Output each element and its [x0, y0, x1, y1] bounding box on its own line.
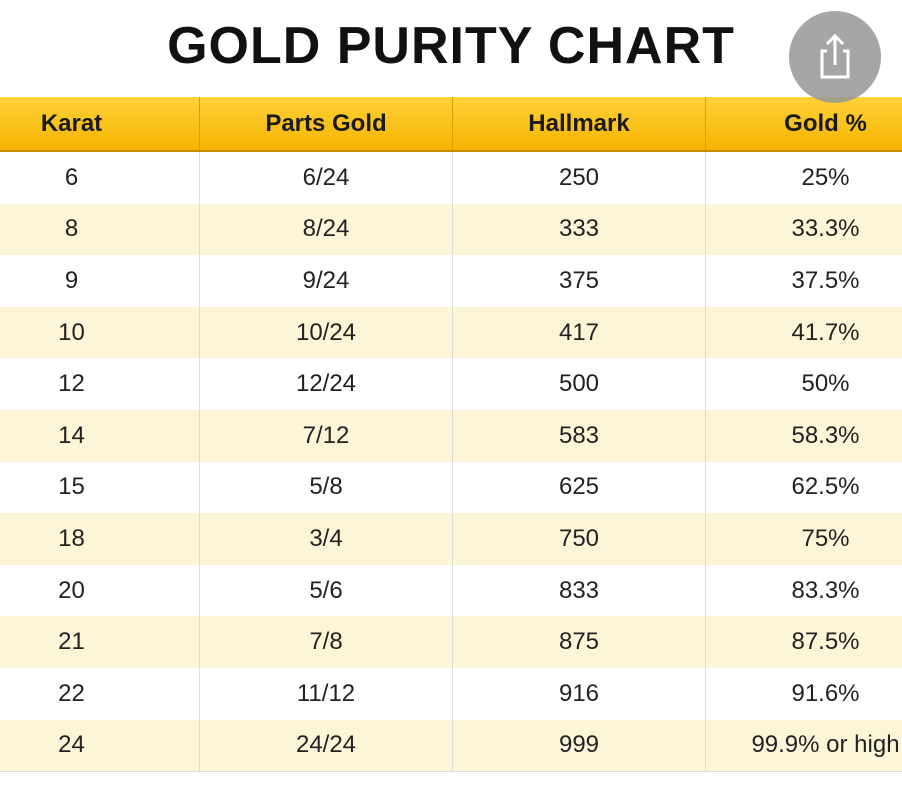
table-cell: 875: [453, 616, 706, 668]
header-row: Karat Parts Gold Hallmark Gold %: [0, 97, 902, 152]
table-cell: 18: [0, 513, 200, 565]
table-cell: 21: [0, 616, 200, 668]
table-row: 21 7/8 875 87.5%: [0, 616, 902, 669]
table-cell: 50%: [706, 358, 902, 410]
header-cell: Hallmark: [453, 97, 706, 150]
table-cell: 41.7%: [706, 307, 902, 359]
table-cell: 14: [0, 410, 200, 462]
table-cell: 750: [453, 513, 706, 565]
table-cell: 625: [453, 461, 706, 514]
table-cell: 7/12: [200, 410, 453, 462]
table-cell: 12/24: [200, 358, 453, 410]
table-cell: 5/6: [200, 564, 453, 617]
table-cell: 333: [453, 203, 706, 256]
table-cell: 999: [453, 719, 706, 772]
table-cell: 833: [453, 564, 706, 617]
table-cell: 8/24: [200, 203, 453, 256]
table-cell: 24: [0, 719, 200, 772]
table-cell: 6/24: [200, 152, 453, 204]
table-row: 15 5/8 625 62.5%: [0, 461, 902, 515]
table-row: 12 12/24 500 50%: [0, 358, 902, 411]
table-cell: 15: [0, 461, 200, 514]
share-icon: [820, 33, 850, 79]
table-row: 22 11/12 916 91.6%: [0, 668, 902, 721]
table-cell: 58.3%: [706, 410, 902, 462]
table-cell: 87.5%: [706, 616, 902, 668]
purity-table: Karat Parts Gold Hallmark Gold % 6 6/24 250 25%…: [0, 97, 902, 777]
table-row: 8 8/24 333 33.3%: [0, 203, 902, 257]
table-cell: 9: [0, 255, 200, 307]
table-cell: 500: [453, 358, 706, 410]
table-cell: 6: [0, 152, 200, 204]
table-cell: 99.9% or high: [706, 720, 902, 772]
table-row: 6 6/24 250 25%: [0, 152, 902, 205]
table-cell: 375: [453, 255, 706, 307]
table-cell: 8: [0, 203, 200, 256]
table-cell: 37.5%: [706, 255, 902, 307]
table-cell: 5/8: [200, 461, 453, 514]
table-cell: 75%: [706, 513, 902, 565]
table-cell: 22: [0, 668, 200, 720]
table-row: 10 10/24 417 41.7%: [0, 306, 902, 360]
table-cell: 12: [0, 358, 200, 410]
table-cell: 33.3%: [706, 204, 902, 256]
table-cell: 7/8: [200, 616, 453, 668]
table-cell: 3/4: [200, 513, 453, 565]
table-row: 14 7/12 583 58.3%: [0, 410, 902, 463]
table-cell: 83.3%: [706, 565, 902, 617]
table-cell: 250: [453, 152, 706, 204]
share-button[interactable]: [789, 11, 881, 103]
table-row: 18 3/4 750 75%: [0, 513, 902, 566]
table-cell: 417: [453, 306, 706, 359]
table-cell: 9/24: [200, 255, 453, 307]
table-cell: 24/24: [200, 719, 453, 772]
header-cell: Parts Gold: [200, 97, 453, 150]
table-row: 20 5/6 833 83.3%: [0, 564, 902, 618]
header-cell: Gold %: [706, 97, 902, 150]
table-cell: 10: [0, 306, 200, 359]
title: GOLD PURITY CHART: [167, 17, 735, 75]
table-cell: 91.6%: [706, 668, 902, 720]
table-cell: 583: [453, 410, 706, 462]
header-cell: Karat: [0, 97, 200, 150]
table-cell: 916: [453, 668, 706, 720]
table-cell: 25%: [706, 152, 902, 204]
table-cell: 20: [0, 564, 200, 617]
table-cell: 62.5%: [706, 462, 902, 514]
table-row: 24 24/24 999 99.9% or high: [0, 719, 902, 773]
table-row: 9 9/24 375 37.5%: [0, 255, 902, 308]
table-cell: 10/24: [200, 306, 453, 359]
table-cell: 11/12: [200, 668, 453, 720]
